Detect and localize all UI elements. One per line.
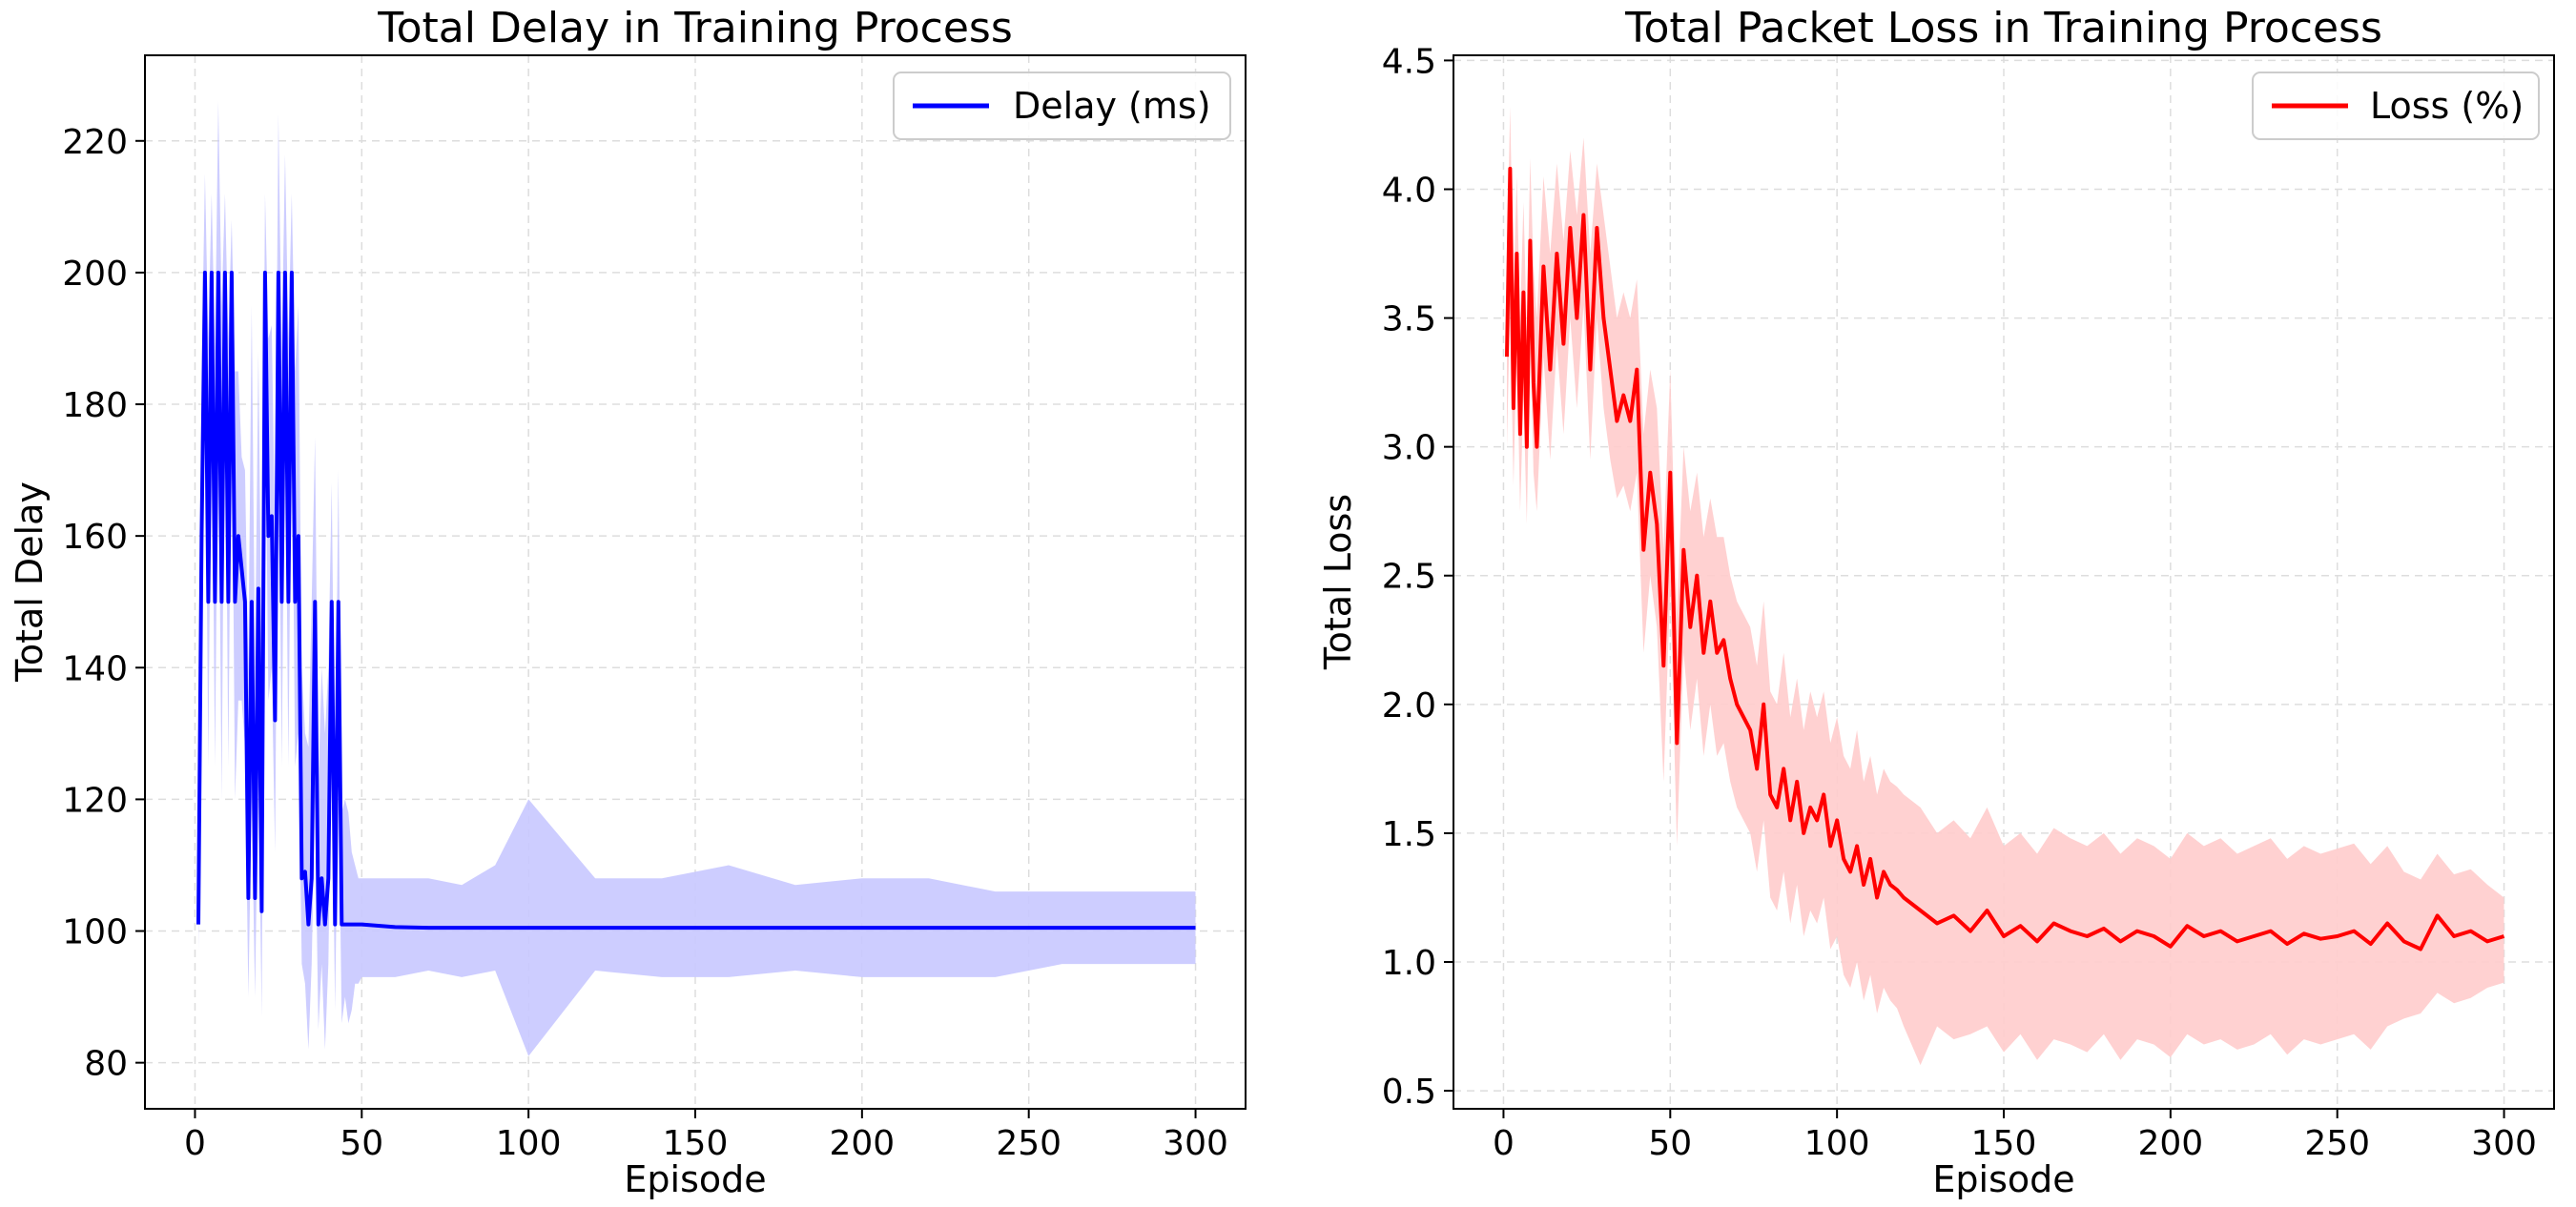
delay-series-line: [196, 270, 1196, 931]
delay-y-ticks: 80 100 120 140 160 180 200 220: [62, 123, 145, 1084]
loss-y-tick-label: 2.0: [1382, 686, 1436, 726]
delay-band-group: [198, 101, 1196, 1056]
loss-chart: Total Packet Loss in Training Process 0 5…: [1317, 4, 2555, 1200]
loss-y-axis-label: Total Loss: [1317, 494, 1359, 670]
delay-y-tick-label: 80: [84, 1045, 128, 1084]
loss-line-group: [1505, 166, 2505, 951]
delay-x-ticks: 0 50 100 150 200 250 300: [184, 1109, 1228, 1163]
loss-y-tick-label: 1.0: [1382, 944, 1436, 983]
delay-chart: Total Delay in Training Process 0 50 100 15…: [9, 4, 1247, 1200]
loss-y-tick-label: 1.5: [1382, 815, 1436, 854]
delay-x-tick-label: 50: [340, 1124, 383, 1163]
delay-x-tick-label: 300: [1163, 1124, 1228, 1163]
loss-legend-box: [2252, 72, 2540, 140]
loss-y-ticks: 0.5 1.0 1.5 2.0 2.5 3.0 3.5 4.0 4.5: [1382, 42, 1453, 1112]
delay-y-tick-label: 120: [62, 781, 128, 820]
loss-x-ticks: 0 50 100 150 200 250 300: [1493, 1109, 2537, 1163]
delay-x-tick-label: 0: [184, 1124, 206, 1163]
delay-y-tick-label: 200: [62, 255, 128, 294]
loss-band-group: [1507, 107, 2504, 1066]
loss-x-tick-label: 150: [1971, 1124, 2037, 1163]
loss-legend-label: Loss (%): [2370, 85, 2524, 127]
loss-x-tick-label: 250: [2304, 1124, 2370, 1163]
loss-y-tick-label: 3.0: [1382, 429, 1436, 468]
delay-legend-box: [893, 72, 1231, 140]
delay-x-tick-label: 100: [496, 1124, 562, 1163]
delay-y-axis-label: Total Delay: [9, 481, 51, 683]
delay-x-tick-label: 200: [829, 1124, 895, 1163]
delay-y-tick-label: 100: [62, 913, 128, 952]
loss-x-tick-label: 0: [1493, 1124, 1515, 1163]
loss-x-axis-label: Episode: [1932, 1158, 2074, 1200]
loss-x-tick-label: 100: [1804, 1124, 1870, 1163]
loss-grid: [1453, 55, 2554, 1109]
delay-y-tick-label: 220: [62, 123, 128, 162]
loss-y-tick-label: 2.5: [1382, 558, 1436, 597]
delay-x-tick-label: 150: [663, 1124, 729, 1163]
delay-legend-label: Delay (ms): [1013, 85, 1211, 127]
loss-y-tick-label: 4.5: [1382, 42, 1436, 81]
loss-x-tick-label: 200: [2137, 1124, 2203, 1163]
delay-x-axis-label: Episode: [624, 1158, 766, 1200]
delay-confidence-band: [198, 101, 1196, 1056]
loss-y-tick-label: 0.5: [1382, 1073, 1436, 1112]
loss-y-tick-label: 4.0: [1382, 171, 1436, 210]
delay-legend: Delay (ms): [893, 72, 1231, 140]
loss-series-line: [1505, 166, 2505, 951]
delay-y-tick-label: 180: [62, 386, 128, 425]
loss-confidence-band: [1507, 107, 2504, 1066]
delay-x-tick-label: 250: [996, 1124, 1061, 1163]
delay-y-tick-label: 140: [62, 649, 128, 688]
delay-chart-title: Total Delay in Training Process: [377, 4, 1013, 52]
delay-line-group: [196, 270, 1196, 931]
loss-x-tick-label: 50: [1648, 1124, 1692, 1163]
delay-y-tick-label: 160: [62, 518, 128, 557]
loss-legend: Loss (%): [2252, 72, 2540, 140]
loss-chart-title: Total Packet Loss in Training Process: [1624, 4, 2382, 52]
loss-x-tick-label: 300: [2471, 1124, 2537, 1163]
loss-y-tick-label: 3.5: [1382, 300, 1436, 339]
